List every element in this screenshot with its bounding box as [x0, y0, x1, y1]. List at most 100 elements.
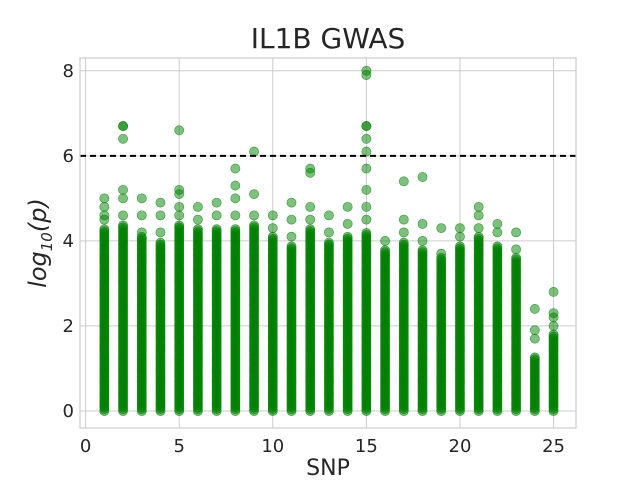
outlier-point: [193, 201, 203, 212]
outlier-point: [417, 235, 428, 246]
outlier-point: [361, 163, 372, 174]
data-point: [174, 220, 185, 231]
y-tick-labels: 0 2 4 6 8: [63, 61, 74, 422]
outlier-point: [342, 201, 353, 212]
y-tick-label: 4: [63, 231, 74, 252]
outlier-point: [99, 201, 110, 212]
data-point: [118, 220, 128, 231]
snp-column: [174, 125, 185, 416]
data-point: [249, 220, 259, 231]
outlier-point: [118, 133, 128, 144]
snp-column: [211, 197, 222, 416]
data-point: [492, 241, 503, 252]
outlier-point: [211, 197, 222, 208]
data-point: [548, 329, 559, 340]
outlier-point: [398, 214, 409, 225]
outlier-point: [398, 176, 409, 187]
outlier-point: [305, 201, 316, 212]
outlier-point: [324, 227, 334, 238]
outlier-point: [548, 321, 559, 331]
data-point: [211, 224, 222, 235]
outlier-point: [136, 193, 147, 204]
snp-column: [398, 176, 409, 416]
data-point: [324, 237, 334, 248]
outlier-point: [361, 133, 372, 144]
outlier-point: [361, 146, 372, 157]
axes-frame: [79, 57, 577, 429]
outlier-point: [136, 210, 147, 221]
outlier-point: [136, 227, 147, 238]
outlier-point: [455, 223, 465, 234]
outlier-point: [267, 210, 278, 221]
data-point: [417, 245, 428, 256]
snp-column: [342, 201, 353, 416]
data-point: [193, 224, 203, 235]
outlier-point: [548, 287, 559, 297]
outlier-point: [492, 218, 503, 229]
y-axis-label-rest: (p): [24, 198, 52, 232]
outlier-point: [548, 308, 559, 319]
chart-title: IL1B GWAS: [251, 22, 406, 55]
snp-column: [155, 197, 166, 416]
snp-column: [473, 201, 484, 416]
snp-column: [529, 304, 540, 416]
outlier-point: [230, 193, 241, 204]
snp-column: [286, 197, 297, 416]
outlier-point: [118, 121, 128, 131]
outlier-point: [230, 180, 241, 191]
outlier-point: [249, 189, 259, 199]
outlier-point: [193, 214, 203, 225]
x-axis-label: SNP: [306, 456, 350, 480]
data-point: [155, 237, 166, 248]
outlier-point: [473, 210, 484, 221]
outlier-point: [118, 210, 128, 221]
data-point: [455, 241, 465, 252]
outlier-point: [174, 210, 185, 221]
data-point: [380, 245, 390, 256]
outlier-point: [473, 223, 484, 234]
y-tick-label: 6: [63, 146, 74, 167]
snp-column: [230, 163, 241, 416]
outlier-point: [380, 235, 390, 246]
data-point: [99, 224, 110, 235]
snp-column: [417, 172, 428, 416]
snp-column: [136, 193, 147, 416]
x-tick-label: 5: [173, 436, 184, 457]
outlier-point: [529, 304, 540, 314]
snp-column: [249, 146, 259, 416]
data-point: [342, 231, 353, 242]
data-point: [529, 352, 540, 363]
x-tick-label: 0: [80, 436, 91, 457]
data-point: [267, 231, 278, 242]
data-point: [511, 252, 522, 263]
outlier-point: [155, 197, 166, 208]
y-axis-label: log10(p): [24, 198, 56, 288]
outlier-point: [492, 227, 503, 238]
y-tick-label: 2: [63, 316, 74, 337]
data-point: [230, 224, 241, 235]
outlier-point: [361, 121, 372, 131]
y-axis-label-subscript: 10: [38, 232, 56, 251]
outlier-point: [436, 223, 447, 234]
x-tick-label: 15: [355, 436, 378, 457]
outlier-point: [99, 193, 110, 204]
outlier-point: [174, 201, 185, 212]
outlier-point: [529, 333, 540, 344]
outlier-point: [324, 210, 334, 221]
outlier-point: [436, 248, 447, 259]
x-tick-label: 20: [449, 436, 472, 457]
data-point: [473, 231, 484, 242]
snp-column: [193, 201, 203, 416]
outlier-point: [118, 193, 128, 204]
outlier-point: [286, 231, 297, 242]
outlier-point: [286, 214, 297, 225]
outlier-point: [361, 184, 372, 195]
snp-column: [511, 227, 522, 416]
data-point: [398, 237, 409, 248]
snp-column: [324, 210, 334, 416]
outlier-point: [511, 244, 522, 255]
x-tick-labels: 0 5 10 15 20 25: [80, 436, 565, 457]
data-points: [99, 65, 559, 416]
y-tick-label: 8: [63, 61, 74, 82]
